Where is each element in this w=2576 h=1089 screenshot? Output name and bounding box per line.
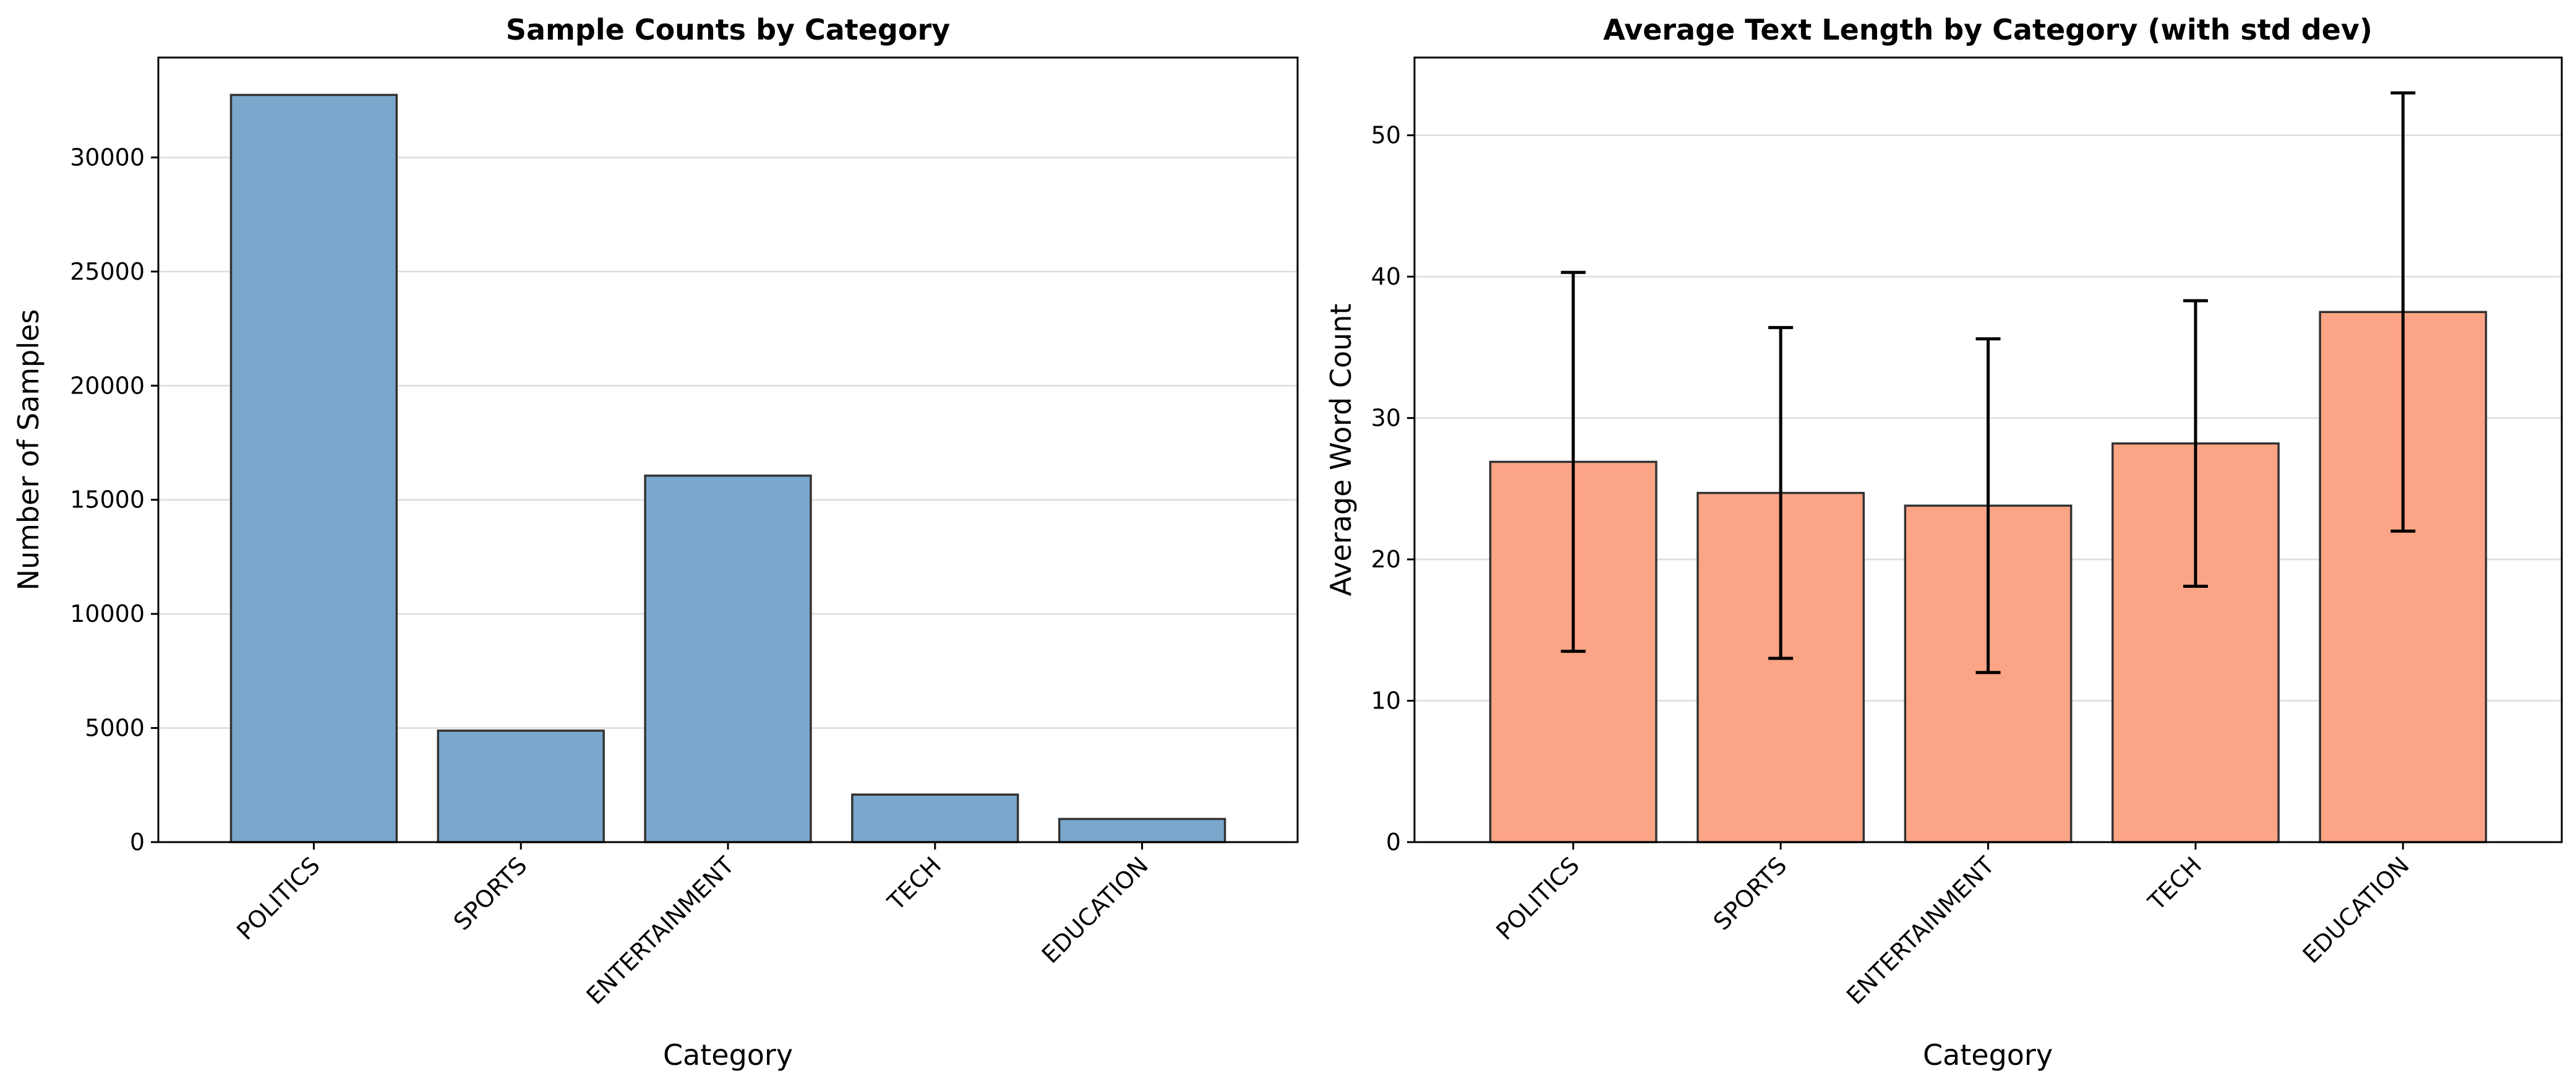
sample-counts-panel: Sample Counts by Category 0 5000 10000 1500… bbox=[12, 13, 1299, 1072]
x-tick-label: POLITICS bbox=[1491, 851, 1585, 945]
y-tick-label: 30 bbox=[1371, 405, 1401, 432]
x-tick-label: ENTERTAINMENT bbox=[581, 851, 740, 1010]
x-tick-label: EDUCATION bbox=[1037, 851, 1153, 968]
y-tick-label: 40 bbox=[1371, 263, 1401, 290]
bar-politics bbox=[229, 93, 398, 843]
y-tick-label: 0 bbox=[1386, 829, 1401, 856]
average-length-panel: Average Text Length by Category (with st… bbox=[1324, 13, 2563, 1072]
y-tick-label: 15000 bbox=[70, 486, 145, 514]
x-tick-label: ENTERTAINMENT bbox=[1841, 851, 2000, 1010]
y-tick-label: 10000 bbox=[70, 600, 145, 627]
x-tick-label: POLITICS bbox=[231, 851, 325, 945]
y-axis-label: Number of Samples bbox=[12, 309, 45, 591]
bar-tech bbox=[851, 793, 1019, 843]
bar-entertainment bbox=[644, 474, 812, 843]
x-axis-label: Category bbox=[663, 1038, 793, 1072]
x-tick-label: EDUCATION bbox=[2298, 851, 2415, 968]
y-tick-label: 30000 bbox=[70, 144, 145, 171]
x-tick-label: TECH bbox=[882, 851, 946, 916]
y-tick-label: 25000 bbox=[70, 258, 145, 285]
y-tick-label: 50 bbox=[1371, 122, 1401, 149]
x-tick-label: SPORTS bbox=[448, 851, 533, 936]
y-tick-label: 0 bbox=[130, 829, 145, 856]
x-axis-label: Category bbox=[1923, 1038, 2053, 1072]
y-axis-label: Average Word Count bbox=[1324, 304, 1358, 596]
x-tick-label: TECH bbox=[2142, 851, 2207, 916]
y-tick-label: 10 bbox=[1371, 687, 1401, 715]
bar-sports bbox=[437, 730, 605, 843]
chart-title: Average Text Length by Category (with st… bbox=[1603, 13, 2373, 46]
y-tick-label: 20 bbox=[1371, 546, 1401, 573]
y-tick-label: 5000 bbox=[85, 715, 145, 742]
x-tick-label: SPORTS bbox=[1708, 851, 1792, 936]
y-tick-label: 20000 bbox=[70, 372, 145, 399]
chart-title: Sample Counts by Category bbox=[506, 13, 950, 46]
bar-education bbox=[1058, 817, 1226, 843]
